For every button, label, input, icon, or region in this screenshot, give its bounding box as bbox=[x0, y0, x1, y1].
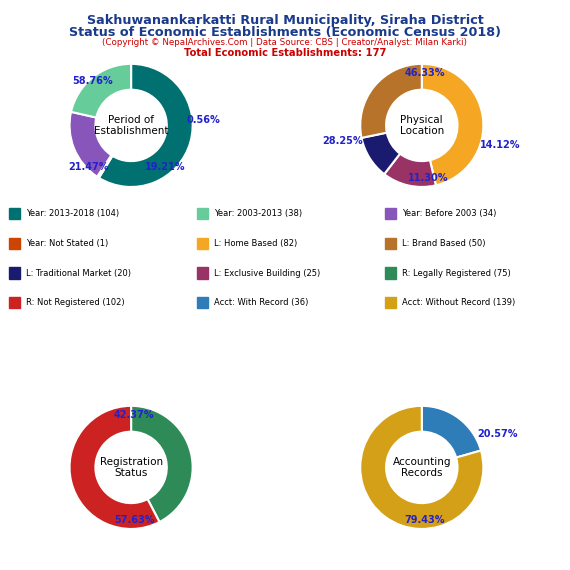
Text: Year: 2003-2013 (38): Year: 2003-2013 (38) bbox=[214, 209, 302, 218]
Wedge shape bbox=[97, 155, 112, 178]
Wedge shape bbox=[70, 406, 160, 529]
Text: Year: Not Stated (1): Year: Not Stated (1) bbox=[26, 239, 108, 248]
Text: Year: 2013-2018 (104): Year: 2013-2018 (104) bbox=[26, 209, 119, 218]
Wedge shape bbox=[99, 64, 193, 187]
Text: Status of Economic Establishments (Economic Census 2018): Status of Economic Establishments (Econo… bbox=[69, 26, 501, 39]
Text: R: Legally Registered (75): R: Legally Registered (75) bbox=[402, 268, 511, 278]
Text: 0.56%: 0.56% bbox=[186, 116, 220, 125]
Wedge shape bbox=[131, 406, 193, 522]
Text: Sakhuwanankarkatti Rural Municipality, Siraha District: Sakhuwanankarkatti Rural Municipality, S… bbox=[87, 14, 483, 27]
Text: 19.21%: 19.21% bbox=[145, 162, 185, 172]
Wedge shape bbox=[70, 112, 111, 177]
Text: Year: Before 2003 (34): Year: Before 2003 (34) bbox=[402, 209, 496, 218]
Wedge shape bbox=[422, 406, 481, 458]
Wedge shape bbox=[71, 64, 131, 117]
Text: 28.25%: 28.25% bbox=[323, 136, 363, 146]
Text: 58.76%: 58.76% bbox=[72, 76, 113, 86]
Text: 21.47%: 21.47% bbox=[68, 162, 108, 172]
Text: Registration
Status: Registration Status bbox=[100, 457, 162, 478]
Wedge shape bbox=[422, 64, 483, 185]
Text: 11.30%: 11.30% bbox=[408, 173, 448, 183]
Text: Acct: With Record (36): Acct: With Record (36) bbox=[214, 298, 308, 307]
Wedge shape bbox=[361, 133, 400, 174]
Text: Period of
Establishment: Period of Establishment bbox=[94, 115, 168, 136]
Text: 42.37%: 42.37% bbox=[114, 410, 154, 420]
Wedge shape bbox=[384, 154, 436, 187]
Text: 46.33%: 46.33% bbox=[405, 68, 445, 78]
Text: Physical
Location: Physical Location bbox=[400, 115, 444, 136]
Text: Total Economic Establishments: 177: Total Economic Establishments: 177 bbox=[184, 48, 386, 59]
Text: L: Home Based (82): L: Home Based (82) bbox=[214, 239, 297, 248]
Text: 14.12%: 14.12% bbox=[481, 140, 521, 150]
Text: (Copyright © NepalArchives.Com | Data Source: CBS | Creator/Analyst: Milan Karki: (Copyright © NepalArchives.Com | Data So… bbox=[103, 38, 467, 47]
Wedge shape bbox=[360, 64, 422, 138]
Text: 20.57%: 20.57% bbox=[477, 429, 518, 438]
Text: Accounting
Records: Accounting Records bbox=[393, 457, 451, 478]
Text: L: Traditional Market (20): L: Traditional Market (20) bbox=[26, 268, 131, 278]
Text: 79.43%: 79.43% bbox=[405, 515, 445, 525]
Wedge shape bbox=[360, 406, 483, 529]
Text: L: Exclusive Building (25): L: Exclusive Building (25) bbox=[214, 268, 320, 278]
Text: 57.63%: 57.63% bbox=[114, 515, 154, 525]
Text: L: Brand Based (50): L: Brand Based (50) bbox=[402, 239, 485, 248]
Text: Acct: Without Record (139): Acct: Without Record (139) bbox=[402, 298, 515, 307]
Text: R: Not Registered (102): R: Not Registered (102) bbox=[26, 298, 124, 307]
